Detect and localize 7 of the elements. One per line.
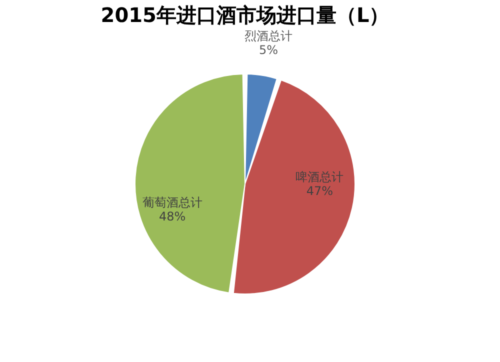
data-label: 48%	[159, 210, 186, 224]
chart-title: 2015年进口酒市场进口量（L）	[100, 2, 390, 27]
data-label: 47%	[306, 184, 334, 198]
slice-label: 啤酒总计	[296, 170, 344, 184]
slice-label: 烈酒总计	[244, 28, 292, 43]
slice-label: 葡萄酒总计	[142, 196, 202, 210]
data-label: 5%	[258, 42, 278, 57]
